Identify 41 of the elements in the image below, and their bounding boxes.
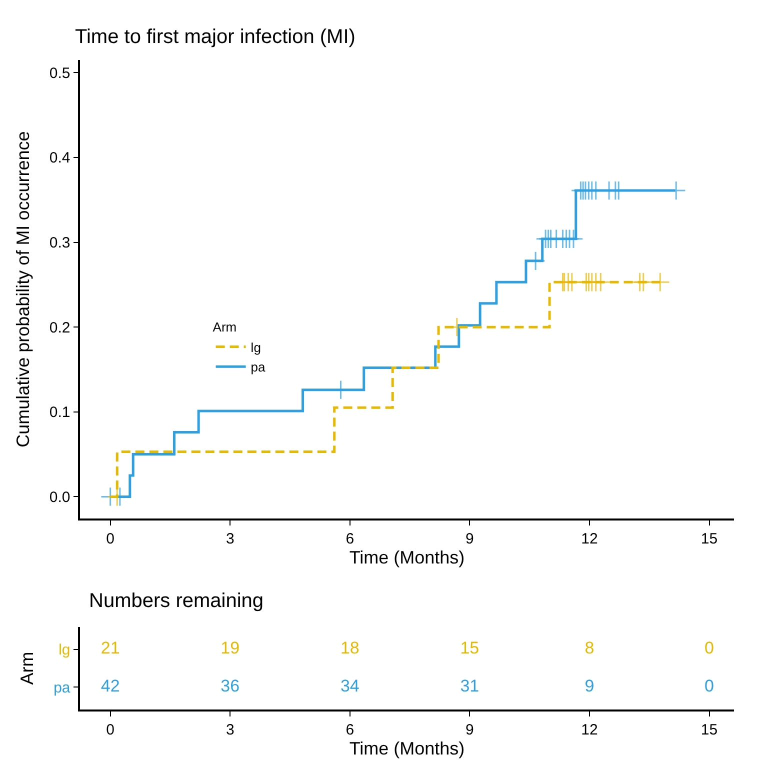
x-tick-label: 12 xyxy=(581,721,598,738)
y-tick-label: 0.1 xyxy=(49,404,70,422)
y-axis-title: Cumulative probability of MI occurrence xyxy=(13,131,34,448)
legend-label: pa xyxy=(250,360,266,375)
legend-label: lg xyxy=(250,340,261,355)
y-tick-label: 0.2 xyxy=(49,319,70,336)
x-tick-label: 3 xyxy=(226,721,234,738)
x-tick-label: 15 xyxy=(700,530,718,548)
x-tick-label: 3 xyxy=(226,530,234,548)
x-axis-title: Time (Months) xyxy=(349,738,465,758)
data-label: 21 xyxy=(100,638,120,658)
data-label: 9 xyxy=(584,676,594,696)
data-label: 34 xyxy=(340,676,360,696)
y-tick-label: lg xyxy=(58,642,70,659)
data-label: 8 xyxy=(584,638,594,658)
x-tick-label: 12 xyxy=(581,530,598,548)
x-tick-label: 0 xyxy=(106,530,115,548)
y-tick-label: 0.3 xyxy=(49,234,70,252)
x-tick-label: 0 xyxy=(106,721,115,738)
x-tick-label: 9 xyxy=(466,721,474,738)
y-tick-label: 0.4 xyxy=(49,150,70,167)
x-tick-label: 6 xyxy=(346,721,354,738)
x-tick-label: 9 xyxy=(466,530,474,548)
chart-title: Numbers remaining xyxy=(89,590,264,612)
x-tick-label: 6 xyxy=(346,530,354,548)
y-axis-title: Arm xyxy=(17,652,38,685)
data-label: 36 xyxy=(220,676,240,696)
chart-title: Time to first major infection (MI) xyxy=(75,26,356,48)
data-label: 18 xyxy=(340,638,360,658)
y-tick-label: 0.0 xyxy=(49,488,70,506)
y-tick-label: pa xyxy=(54,679,71,696)
legend-title: Arm xyxy=(212,320,237,335)
data-label: 0 xyxy=(704,638,714,658)
x-axis-title: Time (Months) xyxy=(349,547,465,568)
data-label: 0 xyxy=(704,676,714,696)
data-label: 19 xyxy=(220,638,240,658)
y-tick-label: 0.5 xyxy=(49,64,70,82)
data-label: 31 xyxy=(460,676,480,696)
data-label: 15 xyxy=(460,638,480,658)
x-tick-label: 15 xyxy=(700,721,718,738)
data-label: 42 xyxy=(100,676,120,696)
